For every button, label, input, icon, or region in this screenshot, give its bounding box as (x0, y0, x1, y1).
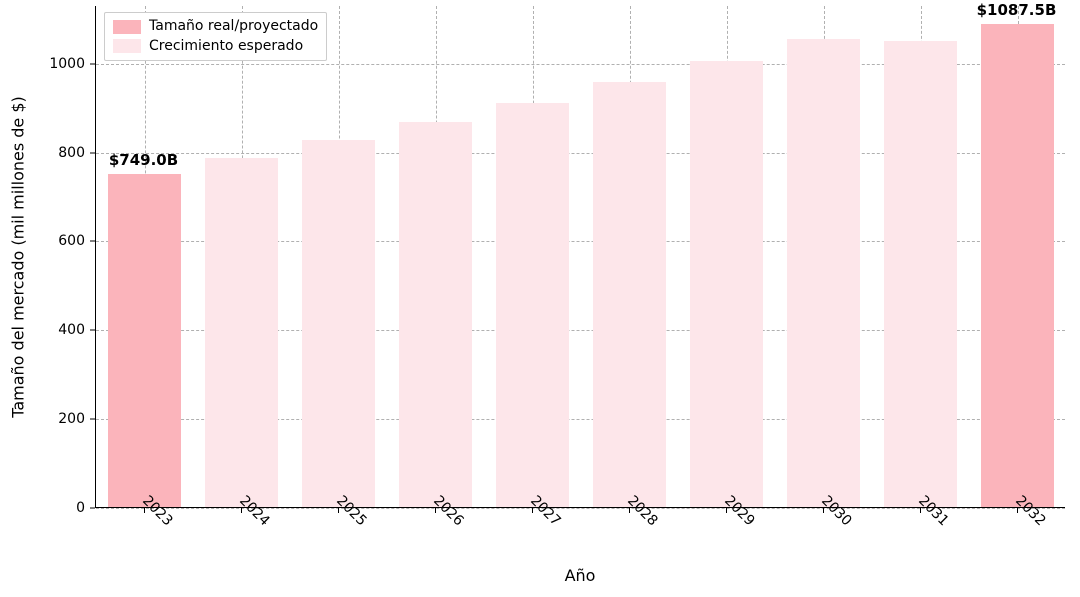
bar (108, 174, 181, 507)
legend-swatch (113, 20, 141, 34)
bar (690, 61, 763, 507)
y-tick-label: 800 (58, 145, 85, 161)
y-tick-mark (90, 419, 95, 420)
y-tick-label: 200 (58, 411, 85, 427)
legend-label: Tamaño real/proyectado (149, 17, 318, 37)
y-axis-label: Tamaño del mercado (mil millones de $) (9, 96, 28, 418)
x-axis-label: Año (565, 566, 596, 585)
y-tick-label: 400 (58, 322, 85, 338)
y-tick-mark (90, 152, 95, 153)
legend-label: Crecimiento esperado (149, 37, 303, 57)
bar (399, 122, 472, 507)
bar (787, 39, 860, 507)
bar (593, 82, 666, 507)
bar (884, 41, 957, 507)
plot-area (95, 6, 1065, 508)
bar (496, 103, 569, 507)
y-tick-label: 1000 (49, 56, 85, 72)
bar (302, 140, 375, 507)
y-tick-label: 0 (76, 500, 85, 516)
y-tick-mark (90, 330, 95, 331)
legend-swatch (113, 39, 141, 53)
legend: Tamaño real/proyectadoCrecimiento espera… (104, 12, 327, 61)
y-tick-mark (90, 241, 95, 242)
bar-value-label: $749.0B (109, 151, 178, 169)
y-tick-mark (90, 508, 95, 509)
bar-value-label: $1087.5B (977, 1, 1057, 19)
bar (205, 158, 278, 507)
legend-item: Tamaño real/proyectado (113, 17, 318, 37)
y-tick-mark (90, 63, 95, 64)
bar (981, 24, 1054, 507)
y-tick-label: 600 (58, 233, 85, 249)
bar-chart-figure: Tamaño del mercado (mil millones de $) A… (0, 0, 1080, 597)
legend-item: Crecimiento esperado (113, 37, 318, 57)
